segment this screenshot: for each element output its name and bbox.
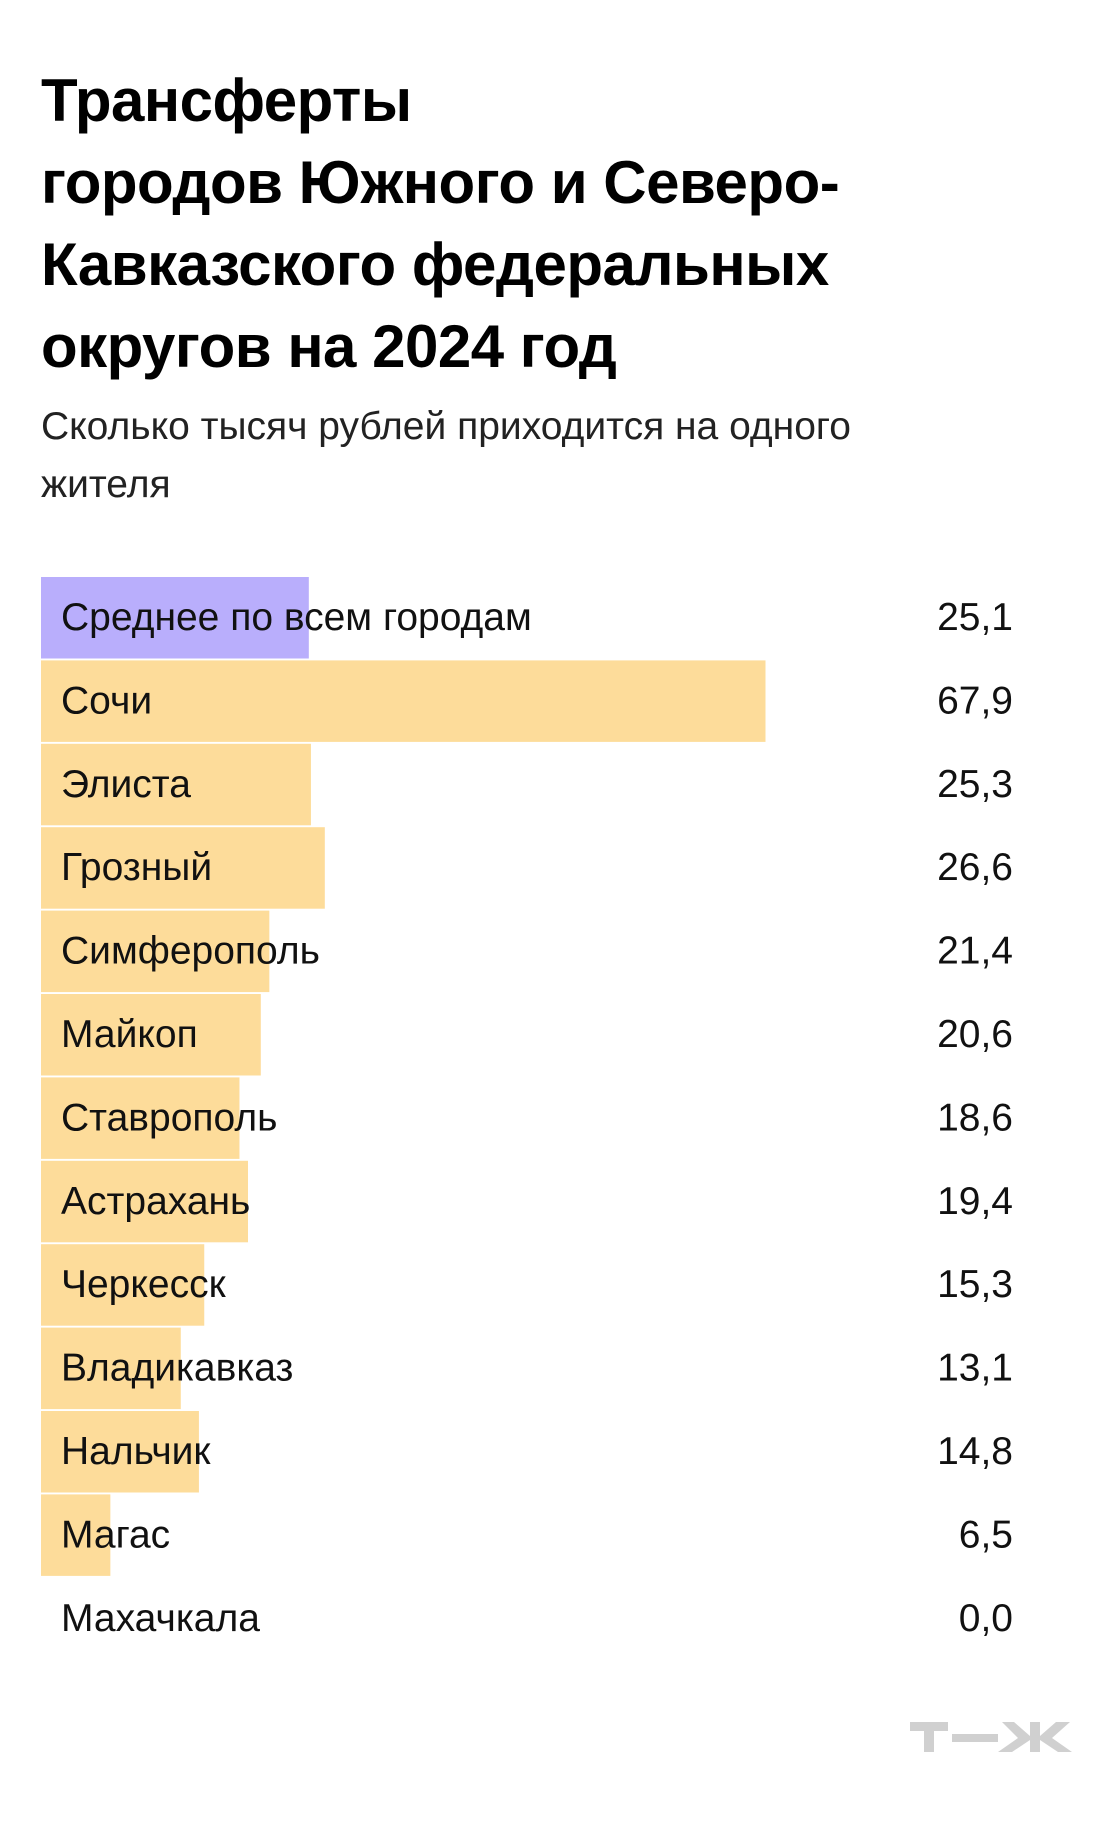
logo-part (998, 1722, 1072, 1752)
value-label: 20,6 (937, 1013, 1013, 1056)
value-label: 21,4 (937, 930, 1013, 973)
bar (41, 1494, 111, 1576)
value-label: 19,4 (937, 1180, 1013, 1223)
category-label: Махачкала (61, 1597, 260, 1640)
bar (41, 1077, 240, 1159)
category-label: Майкоп (61, 1013, 198, 1056)
value-label: 25,3 (937, 763, 1013, 806)
value-label: 67,9 (937, 679, 1013, 722)
bar (41, 743, 311, 826)
logo-part (952, 1734, 998, 1742)
bar (41, 1244, 205, 1326)
value-label: 13,1 (937, 1347, 1013, 1390)
bar (41, 1411, 199, 1493)
value-label: 25,1 (937, 596, 1013, 639)
logo-part (924, 1722, 934, 1752)
chart-title: Трансферты городов Южного и Северо- Кавк… (41, 67, 840, 380)
category-label: Сочи (61, 679, 152, 722)
category-label: Грозный (61, 846, 212, 889)
category-label: Черкесск (61, 1263, 227, 1306)
bar (41, 577, 309, 659)
value-label: 15,3 (937, 1263, 1013, 1306)
value-label: 14,8 (937, 1430, 1013, 1473)
value-label: 0,0 (959, 1597, 1013, 1640)
chart-subtitle: Сколько тысяч рублей приходится на одног… (41, 405, 851, 506)
category-label: Нальчик (61, 1430, 211, 1473)
value-label: 26,6 (937, 846, 1013, 889)
category-label: Владикавказ (61, 1347, 293, 1390)
category-label: Астрахань (61, 1180, 250, 1223)
bar (41, 994, 261, 1076)
category-label: Ставрополь (61, 1096, 277, 1139)
value-label: 6,5 (959, 1513, 1013, 1556)
category-label: Элиста (61, 763, 191, 806)
category-label: Магас (61, 1513, 170, 1556)
bar (41, 910, 270, 993)
bar (41, 1160, 248, 1243)
category-label: Симферополь (61, 930, 320, 973)
bar (41, 660, 766, 742)
bar (41, 827, 325, 909)
bar (41, 1327, 181, 1410)
logo (910, 1722, 1072, 1752)
value-label: 18,6 (937, 1096, 1013, 1139)
category-label: Среднее по всем городам (61, 596, 532, 639)
